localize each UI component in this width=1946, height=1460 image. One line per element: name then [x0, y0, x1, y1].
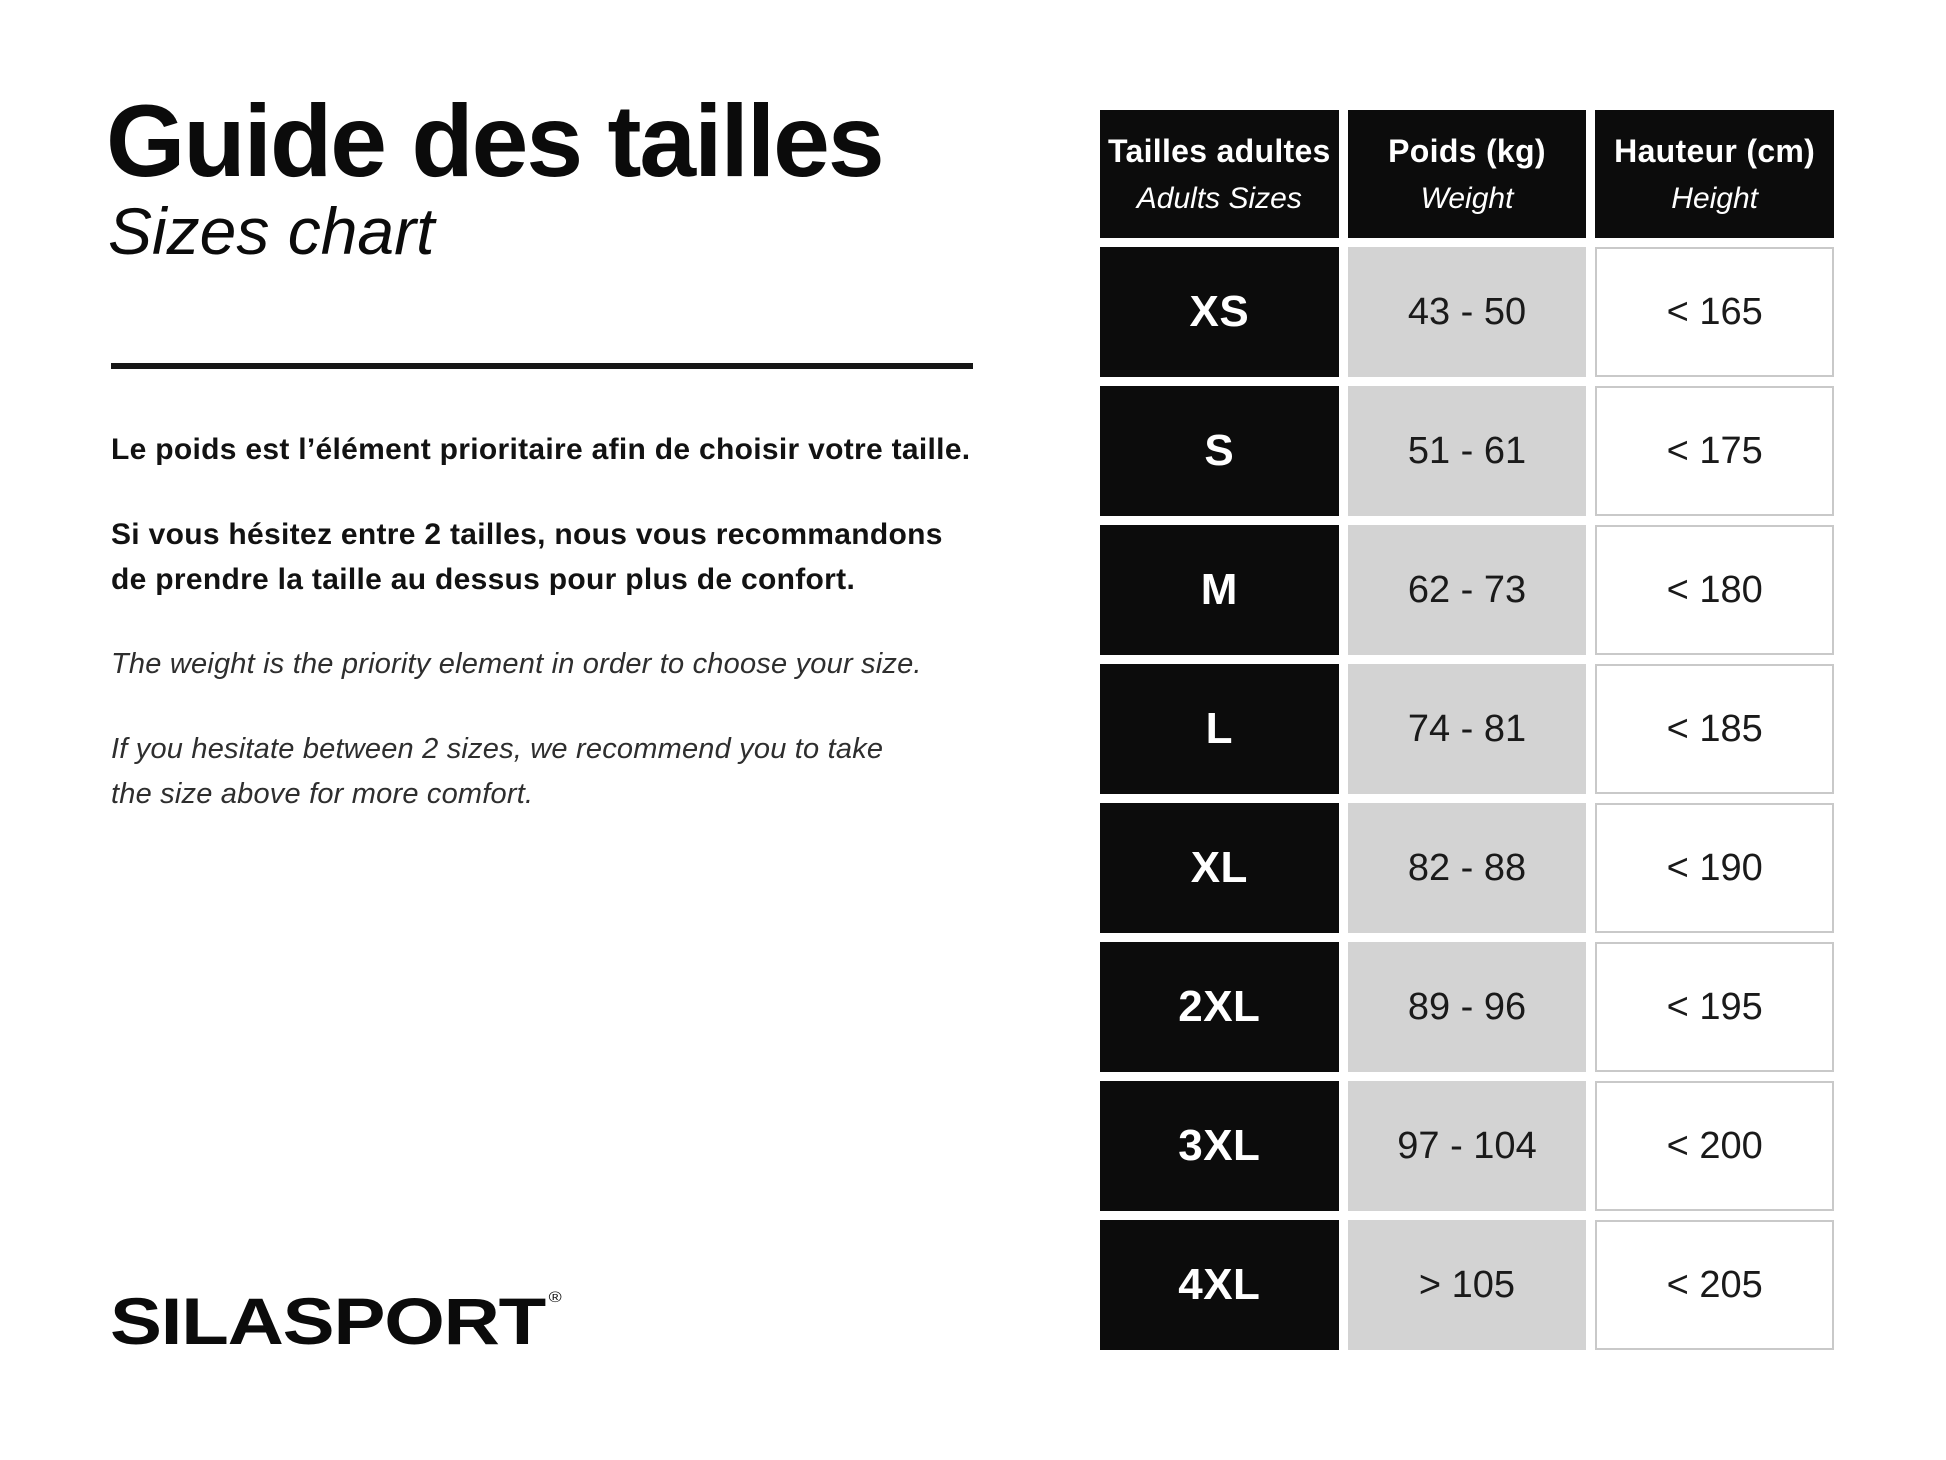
paragraph-en-hesitate-line1: If you hesitate between 2 sizes, we reco…: [111, 733, 884, 765]
table-header-weight-fr: Poids (kg): [1388, 132, 1546, 169]
paragraph-en-weight-priority: The weight is the priority element in or…: [111, 648, 922, 680]
size-cell-xl: XL: [1100, 803, 1339, 933]
paragraph-fr-hesitate-line2: de prendre la taille au dessus pour plus…: [111, 563, 856, 596]
table-header-height-fr: Hauteur (cm): [1614, 132, 1816, 169]
table-header-sizes-fr: Tailles adultes: [1108, 132, 1331, 169]
silasport-logo-text: SILASPORT: [110, 1284, 546, 1358]
size-cell-xs: XS: [1100, 247, 1339, 377]
weight-cell-3xl: 97 - 104: [1347, 1081, 1587, 1211]
weight-cell-s: 51 - 61: [1347, 386, 1587, 516]
paragraph-fr-hesitate-line1: Si vous hésitez entre 2 tailles, nous vo…: [111, 518, 943, 551]
weight-cell-4xl: > 105: [1347, 1220, 1587, 1350]
size-cell-s: S: [1100, 386, 1339, 516]
silasport-logo: SILASPORT ®: [110, 1288, 562, 1354]
table-header-sizes: Tailles adultes Adults Sizes: [1100, 110, 1339, 238]
paragraph-en-hesitate-line2: the size above for more comfort.: [111, 778, 534, 810]
weight-cell-2xl: 89 - 96: [1347, 942, 1587, 1072]
weight-cell-xl: 82 - 88: [1347, 803, 1587, 933]
table-header-sizes-en: Adults Sizes: [1136, 181, 1302, 215]
height-cell-4xl: < 205: [1595, 1220, 1834, 1350]
page-title: Guide des tailles: [106, 84, 885, 198]
table-header-weight: Poids (kg) Weight: [1347, 110, 1587, 238]
size-cell-2xl: 2XL: [1100, 942, 1339, 1072]
height-cell-3xl: < 200: [1595, 1081, 1834, 1211]
height-cell-m: < 180: [1595, 525, 1834, 655]
size-table: Tailles adultes Adults Sizes Poids (kg) …: [1100, 110, 1834, 1350]
weight-cell-xs: 43 - 50: [1347, 247, 1587, 377]
height-cell-l: < 185: [1595, 664, 1834, 794]
paragraph-fr-hesitate: Si vous hésitez entre 2 tailles, nous vo…: [111, 512, 943, 602]
weight-cell-m: 62 - 73: [1347, 525, 1587, 655]
table-header-height-en: Height: [1671, 181, 1759, 215]
registered-trademark-icon: ®: [548, 1289, 562, 1306]
weight-cell-l: 74 - 81: [1347, 664, 1587, 794]
height-cell-xs: < 165: [1595, 247, 1834, 377]
table-header-height: Hauteur (cm) Height: [1595, 110, 1834, 238]
size-cell-m: M: [1100, 525, 1339, 655]
height-cell-2xl: < 195: [1595, 942, 1834, 1072]
table-header-weight-en: Weight: [1420, 181, 1514, 215]
divider: [111, 363, 973, 369]
height-cell-s: < 175: [1595, 386, 1834, 516]
height-cell-xl: < 190: [1595, 803, 1834, 933]
size-cell-l: L: [1100, 664, 1339, 794]
paragraph-fr-weight-priority: Le poids est l’élément prioritaire afin …: [111, 433, 971, 466]
size-cell-3xl: 3XL: [1100, 1081, 1339, 1211]
size-cell-4xl: 4XL: [1100, 1220, 1339, 1350]
page-subtitle: Sizes chart: [108, 194, 435, 268]
paragraph-en-hesitate: If you hesitate between 2 sizes, we reco…: [111, 727, 883, 817]
